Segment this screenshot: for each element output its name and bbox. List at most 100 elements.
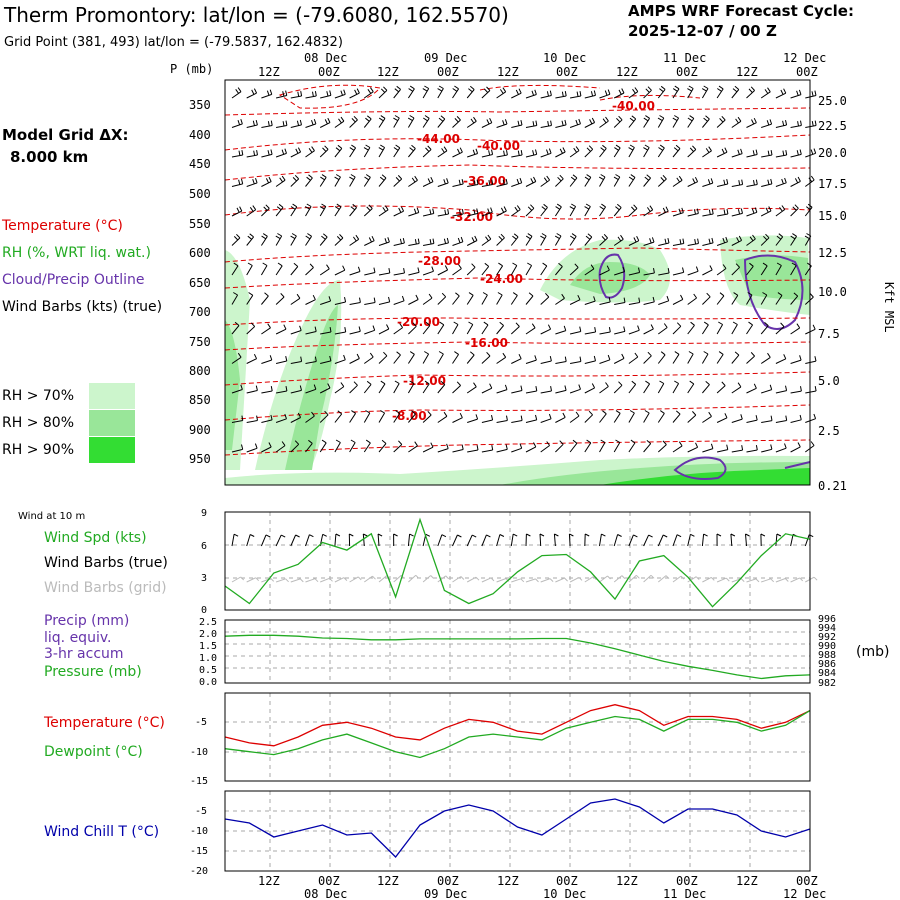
wind-barb-198 <box>790 204 799 217</box>
wind-barb-80 <box>231 150 244 158</box>
wind-barb-422 <box>555 385 567 394</box>
wind-barb-10m-1 <box>246 534 255 547</box>
wind-barb-332 <box>408 322 417 335</box>
wind-barb-10m-22 <box>553 533 559 547</box>
wind-barb-447 <box>334 410 343 423</box>
kft-tick-11: 0.21 <box>818 479 847 493</box>
wind-barb-341 <box>540 324 552 335</box>
p-axis-label: P (mb) <box>170 62 213 76</box>
top-time-tick-1: 12Z <box>258 65 280 79</box>
wind-barb-274 <box>731 263 740 276</box>
wind-barb-33 <box>716 85 724 99</box>
kft-tick-10: 2.5 <box>818 424 840 438</box>
wind-grid <box>225 512 810 610</box>
wind-barb-18 <box>496 87 507 99</box>
p-tick-950: 950 <box>189 452 211 466</box>
wind-barb-311 <box>687 293 698 305</box>
wind-barb-303 <box>569 294 581 305</box>
wind-barb-216 <box>466 235 478 246</box>
wind-barb-207 <box>334 234 344 246</box>
wind-barb-408 <box>349 381 358 394</box>
wind-barb-10m-3 <box>275 534 286 547</box>
wind-barb-473 <box>716 413 728 423</box>
wind-barb-466 <box>613 410 621 423</box>
wind-barb-9 <box>364 87 374 99</box>
bottom-time-tick-9: 12Z <box>736 874 758 888</box>
wind-barb-285 <box>305 294 316 305</box>
kft-tick-2: 22.5 <box>818 119 847 133</box>
wind-barb-64 <box>584 117 596 128</box>
wind-barb-222 <box>554 233 562 246</box>
wind-barb-157 <box>775 177 787 187</box>
wind-barb-502 <box>555 440 564 453</box>
wind-barb-469 <box>657 410 665 423</box>
wind-barb-388 <box>643 351 652 364</box>
wind-barb-322 <box>261 323 271 335</box>
wind-barb-grid-10m-13 <box>422 575 435 583</box>
wind-barb-266 <box>614 266 626 276</box>
wind-barb-grid-10m-25 <box>599 575 611 583</box>
legend-dewpoint: Dewpoint (°C) <box>44 744 143 760</box>
wind-barb-262 <box>555 262 563 276</box>
wind-barb-168 <box>349 203 357 217</box>
wind-barb-10m-30 <box>672 534 682 547</box>
wind-barb-214 <box>437 237 449 246</box>
wind-barb-grid-10m-31 <box>687 576 700 583</box>
wind-barb-431 <box>687 380 695 394</box>
precip-ytick-3: 1.5 <box>199 641 217 652</box>
wind-barb-151 <box>687 176 699 187</box>
wind-barb-296 <box>466 292 474 305</box>
wind-barb-361 <box>246 353 258 364</box>
legend-barbs: Wind Barbs (kts) (true) <box>2 299 162 315</box>
wind-barb-374 <box>437 351 444 364</box>
wind-barb-425 <box>599 382 609 394</box>
wind-barb-258 <box>496 262 504 276</box>
wind-barb-319 <box>804 293 814 305</box>
wind-barb-89 <box>363 144 371 158</box>
wind-barb-210 <box>378 237 390 246</box>
wind-barb-460 <box>525 414 538 423</box>
wind-speed-series <box>224 517 811 608</box>
wind-barb-382 <box>555 356 567 364</box>
pressure-series <box>224 634 811 680</box>
wind-barb-378 <box>496 352 507 364</box>
wind-barb-327 <box>334 327 347 335</box>
wind-barb-366 <box>320 355 332 364</box>
wind-barb-121 <box>246 178 258 187</box>
press-ytick-7: 984 <box>818 668 836 679</box>
temperature-grid <box>225 693 810 781</box>
wind-barb-419 <box>511 385 523 394</box>
wind-barb-26 <box>613 88 625 99</box>
wind-barb-486 <box>319 439 327 453</box>
wind-panel-frame <box>224 511 811 611</box>
wind-barb-grid-10m-27 <box>628 574 640 583</box>
wind-barb-63 <box>569 118 581 128</box>
wind-barb-278 <box>790 262 797 276</box>
wind-barb-287 <box>334 296 347 305</box>
legend-precip-2: liq. equiv. <box>44 630 111 646</box>
wind-barb-446 <box>319 410 329 423</box>
wind-barb-227 <box>628 235 640 246</box>
wind-barb-149 <box>657 174 667 187</box>
wind-barb-grid-10m-3 <box>275 578 289 583</box>
wind-barb-10m-29 <box>657 534 668 547</box>
wind-barb-97 <box>481 149 494 158</box>
wind-barb-301 <box>540 292 550 305</box>
wind-barb-175 <box>452 209 464 217</box>
wind-barb-grid-10m-36 <box>761 578 775 583</box>
wind-barb-221 <box>540 233 547 246</box>
bottom-date-tick-3: 10 Dec <box>543 887 586 900</box>
wind-barb-85 <box>305 146 315 158</box>
press-ytick-4: 990 <box>818 641 836 652</box>
wind-barb-304 <box>584 296 596 305</box>
wind-speed-line <box>224 517 811 608</box>
wind-barb-grid-10m-30 <box>672 575 685 583</box>
wind-barb-252 <box>408 267 420 276</box>
temperature-contours <box>224 84 811 456</box>
wind-barb-203 <box>275 233 283 246</box>
wind-barb-73 <box>716 115 726 128</box>
wind-barb-490 <box>378 439 387 453</box>
wind-barb-265 <box>599 265 610 276</box>
wind-barb-10m-15 <box>452 534 462 547</box>
wind-barb-428 <box>643 380 651 394</box>
